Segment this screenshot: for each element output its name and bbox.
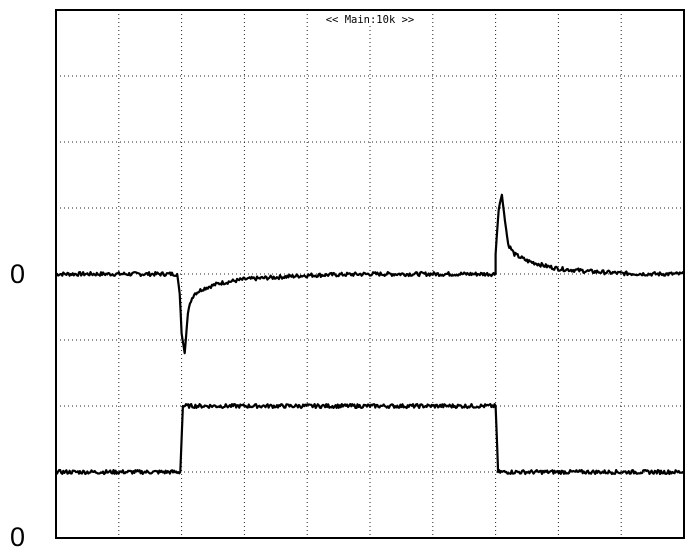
reference-labels: 00	[10, 259, 25, 550]
chart-title: << Main:10k >>	[326, 14, 415, 26]
reference-label-2: 0	[10, 522, 25, 550]
reference-label-1: 0	[10, 259, 25, 289]
